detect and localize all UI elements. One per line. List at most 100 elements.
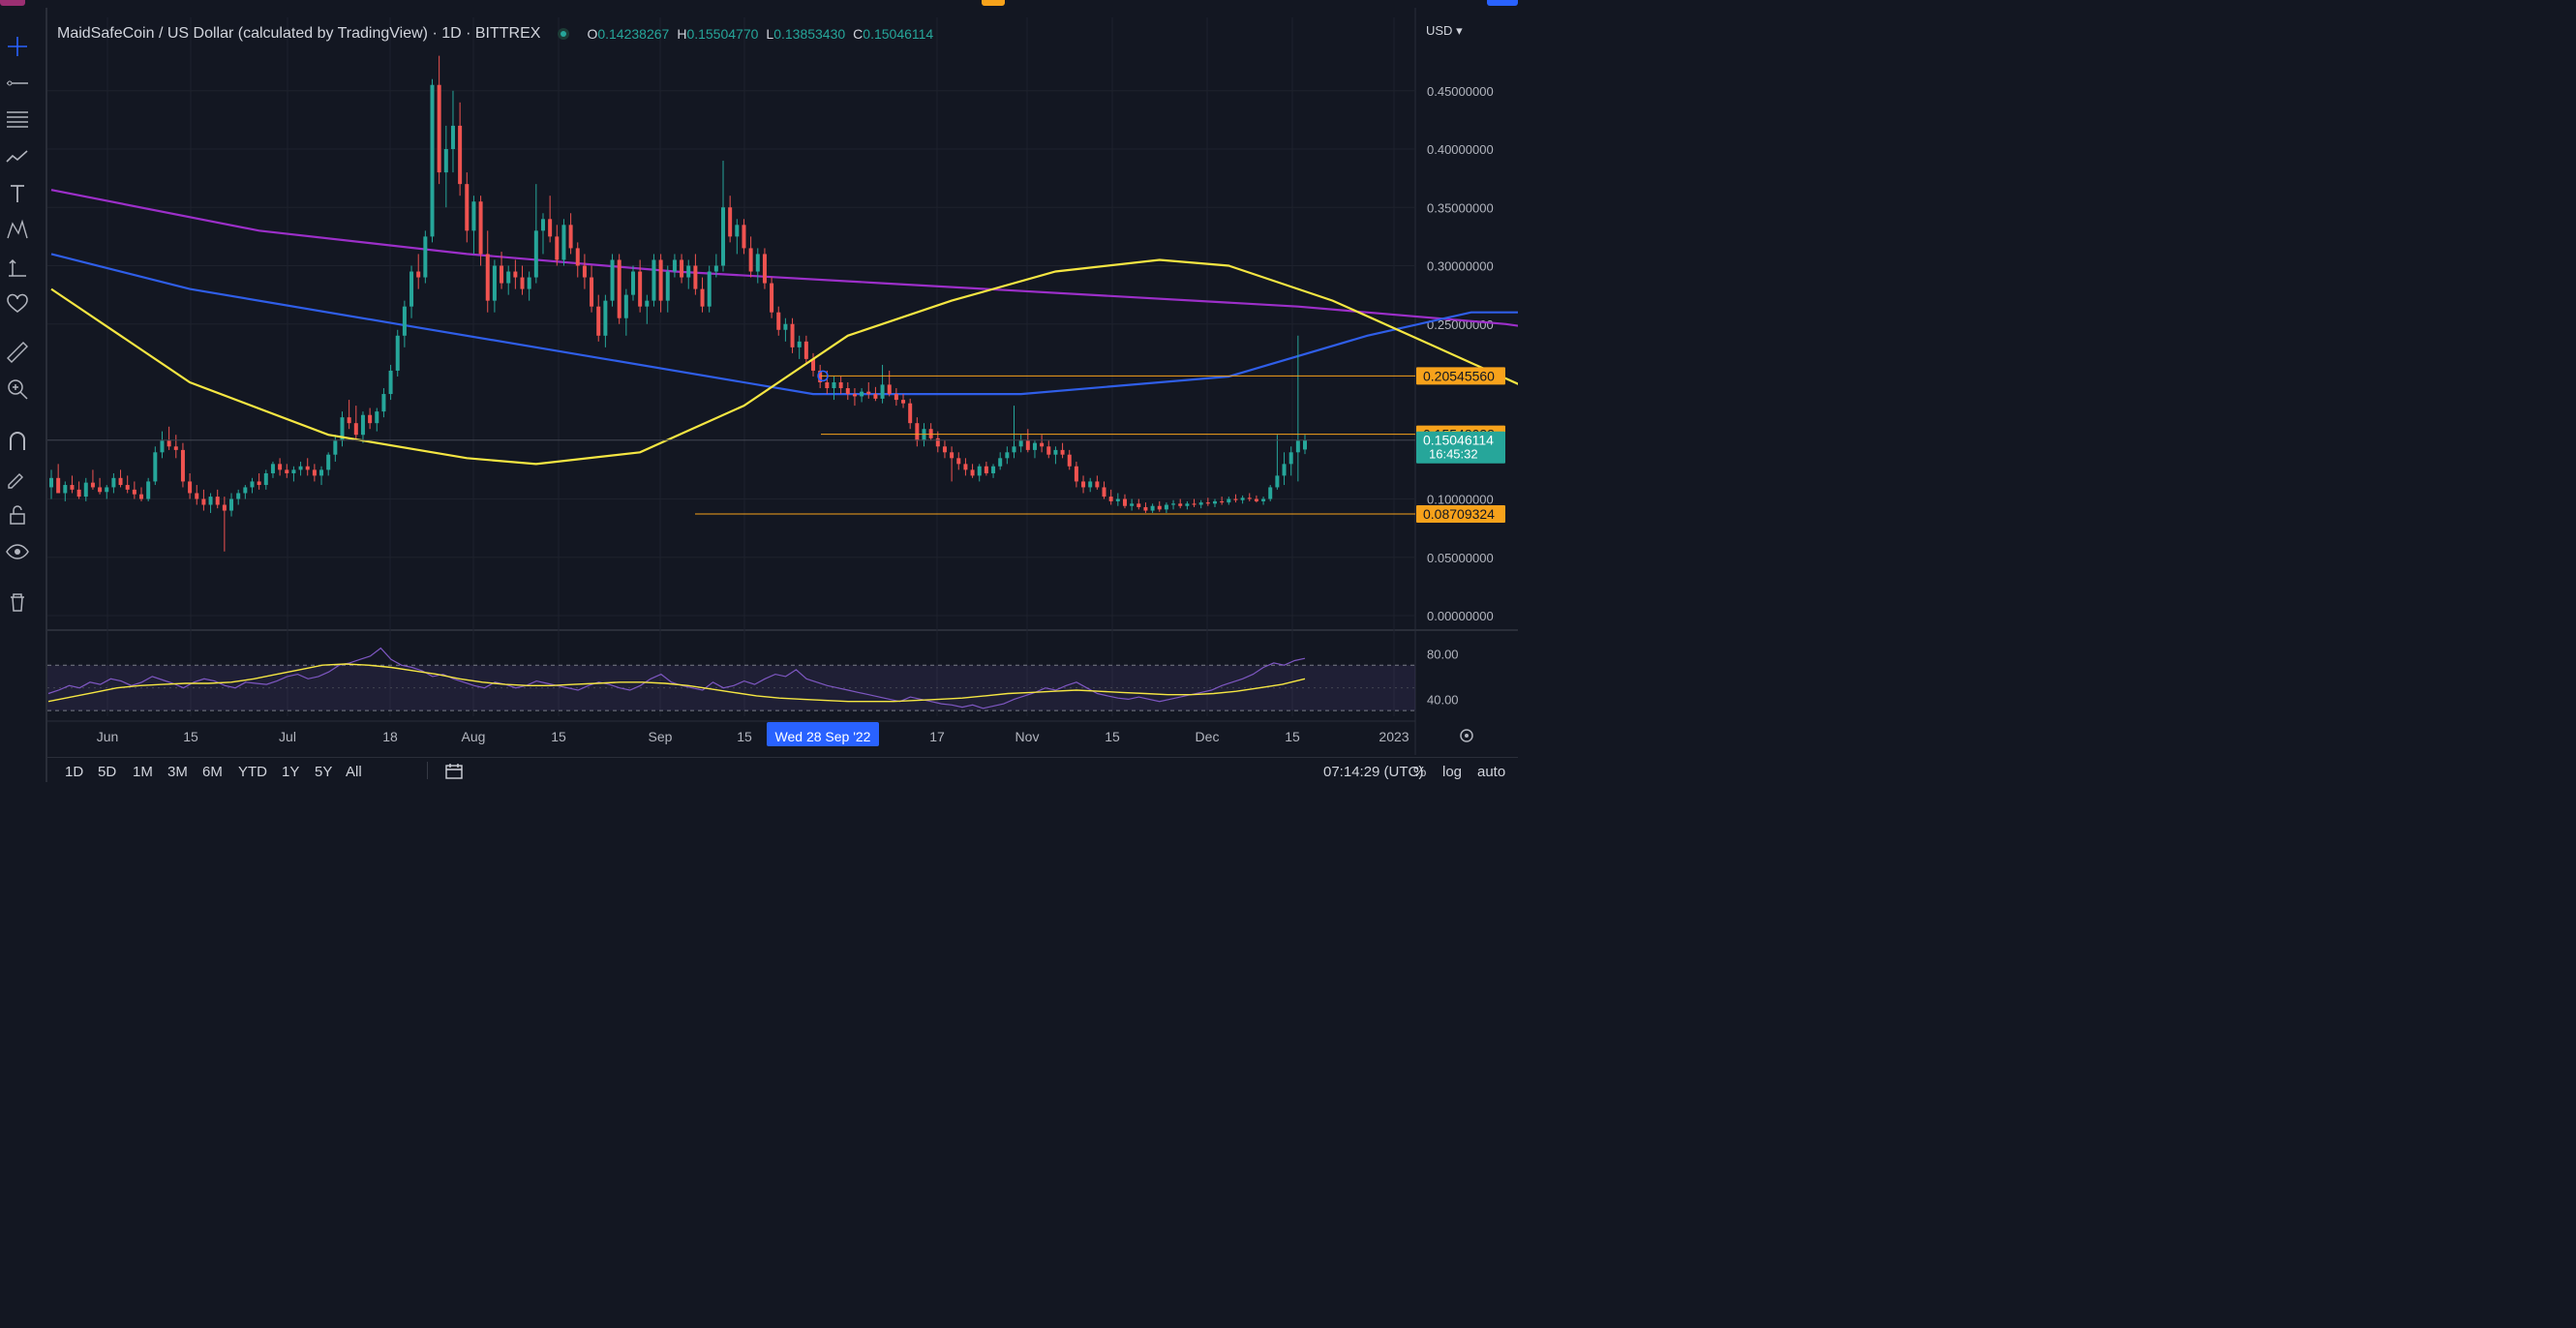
range-1m-button[interactable]: 1M xyxy=(133,764,153,780)
percent-scale-toggle[interactable]: % xyxy=(1413,764,1427,780)
candle-body xyxy=(443,149,448,173)
magnet-icon[interactable] xyxy=(4,428,31,455)
candle xyxy=(236,489,241,505)
candle-body xyxy=(735,225,740,237)
candle-body xyxy=(1060,449,1065,455)
candle xyxy=(70,475,75,494)
candle-body xyxy=(922,429,926,441)
candle-body xyxy=(500,265,504,284)
candle xyxy=(1171,499,1176,510)
candle-body xyxy=(430,84,435,237)
candle-body xyxy=(353,423,358,436)
auto-scale-toggle[interactable]: auto xyxy=(1477,764,1506,780)
candle-body xyxy=(485,254,490,301)
candle xyxy=(257,472,261,490)
unlock-icon[interactable] xyxy=(4,501,31,528)
candle-body xyxy=(243,487,248,494)
range-5d-button[interactable]: 5D xyxy=(98,764,117,780)
ruler-icon[interactable] xyxy=(4,339,31,366)
avatar[interactable] xyxy=(0,0,25,6)
eye-icon[interactable] xyxy=(4,538,31,565)
range-3m-button[interactable]: 3M xyxy=(167,764,188,780)
lock-drawing-icon[interactable] xyxy=(4,465,31,492)
candle-body xyxy=(1025,440,1030,450)
candle xyxy=(180,442,185,488)
utc-clock[interactable]: 07:14:29 (UTC) xyxy=(1323,764,1424,780)
candle-body xyxy=(118,477,123,486)
candle-body xyxy=(250,481,255,488)
candle xyxy=(1108,489,1113,505)
log-scale-toggle[interactable]: log xyxy=(1442,764,1463,780)
candle xyxy=(630,265,635,301)
candle-body xyxy=(783,323,788,330)
currency-selector[interactable]: USD ▾ xyxy=(1426,23,1463,38)
publish-button[interactable] xyxy=(1487,0,1518,6)
trash-icon[interactable] xyxy=(4,589,31,616)
candle xyxy=(735,219,740,255)
candle xyxy=(1136,498,1141,510)
crosshair-icon[interactable] xyxy=(4,33,31,60)
range-5y-button[interactable]: 5Y xyxy=(315,764,333,780)
candle-body xyxy=(1227,498,1231,503)
candle xyxy=(485,230,490,313)
range-ytd-button[interactable]: YTD xyxy=(238,764,267,780)
candle xyxy=(728,196,733,243)
candle-body xyxy=(471,201,476,231)
candle-body xyxy=(825,382,830,389)
favorites-heart-icon[interactable] xyxy=(4,290,31,317)
candle-body xyxy=(880,384,885,399)
candle-body xyxy=(291,469,296,473)
candle xyxy=(603,294,608,347)
candlestick-series xyxy=(49,55,1307,552)
candle-body xyxy=(1198,502,1203,505)
candle xyxy=(146,477,151,501)
candle xyxy=(984,461,988,476)
symbol-title[interactable]: MaidSafeCoin / US Dollar (calculated by … xyxy=(57,25,541,42)
range-6m-button[interactable]: 6M xyxy=(202,764,223,780)
price-axis-tick-label: 0.40000000 xyxy=(1427,142,1494,157)
candle xyxy=(1102,481,1106,499)
fib-retracement-icon[interactable] xyxy=(4,106,31,134)
candle xyxy=(333,435,338,462)
go-to-date-icon[interactable] xyxy=(444,763,464,785)
text-icon[interactable] xyxy=(4,180,31,207)
drawing-anchor-handle xyxy=(817,370,829,382)
low-label: L xyxy=(766,26,774,42)
candle-body xyxy=(776,312,781,330)
candle-body xyxy=(360,414,365,436)
candle-body xyxy=(173,446,178,450)
candle-body xyxy=(1233,498,1238,500)
candle-body xyxy=(513,271,518,278)
candle-body xyxy=(707,271,712,307)
rsi-signal-line xyxy=(47,663,1306,703)
xabcd-pattern-icon[interactable] xyxy=(4,217,31,244)
candle-body xyxy=(90,482,95,488)
candle xyxy=(1275,435,1280,490)
candle xyxy=(478,196,483,266)
candle xyxy=(1164,502,1168,513)
range-all-button[interactable]: All xyxy=(346,764,362,780)
range-1y-button[interactable]: 1Y xyxy=(282,764,300,780)
zoom-in-icon[interactable] xyxy=(4,376,31,403)
price-chart[interactable]: 0.45000000 0.40000000 0.35000000 0.30000000… xyxy=(0,0,1518,782)
range-1d-button[interactable]: 1D xyxy=(65,764,84,780)
candle-body xyxy=(139,494,144,499)
trend-line-icon[interactable] xyxy=(4,70,31,97)
candle-body xyxy=(520,277,525,289)
candle-body xyxy=(146,481,151,499)
pattern-icon[interactable] xyxy=(4,143,31,170)
candle xyxy=(818,364,823,389)
candle xyxy=(90,469,95,490)
candle xyxy=(977,464,982,482)
candle xyxy=(623,288,628,336)
candle xyxy=(423,230,428,284)
candle xyxy=(908,398,913,430)
candle xyxy=(1233,494,1238,503)
chart-settings-gear-icon[interactable] xyxy=(1460,729,1473,742)
candle xyxy=(195,485,199,505)
candle-body xyxy=(1240,498,1245,500)
measure-icon[interactable] xyxy=(4,254,31,281)
candle-body xyxy=(728,207,733,237)
candle xyxy=(105,485,109,499)
low-value: 0.13853430 xyxy=(773,26,846,42)
